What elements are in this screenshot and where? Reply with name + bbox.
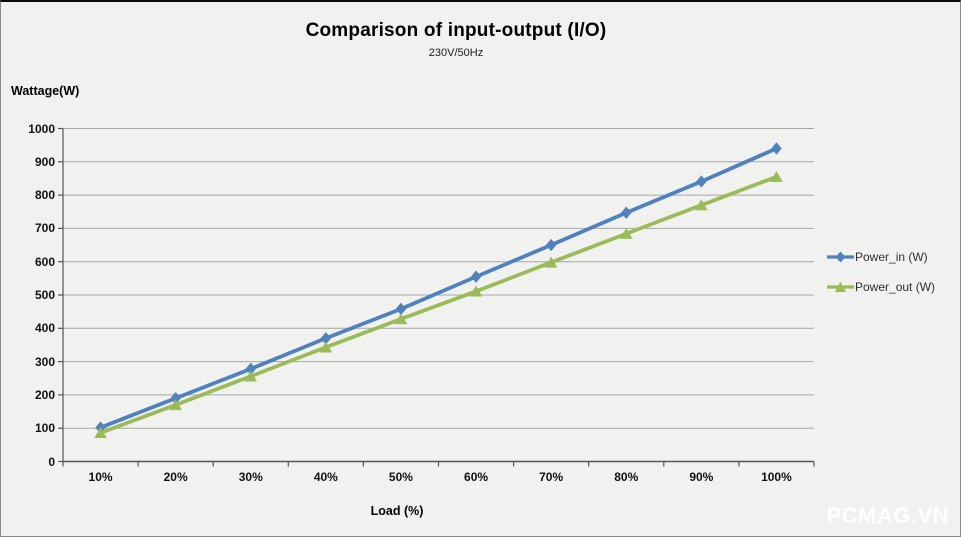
chart-subtitle: 230V/50Hz xyxy=(428,47,484,59)
x-axis-title: Load (%) xyxy=(370,504,424,518)
power-in-w-marker xyxy=(245,362,256,376)
x-tick-label: 50% xyxy=(388,470,413,484)
power-in-w-marker xyxy=(395,302,407,316)
power-in-w-marker xyxy=(696,175,707,188)
power-out-w-line xyxy=(99,175,778,435)
power-in-w-marker xyxy=(470,270,482,283)
x-tick-label: 90% xyxy=(689,470,714,484)
x-tick-label: 70% xyxy=(539,470,564,484)
y-tick-label: 900 xyxy=(34,154,55,169)
power-out-w-marker xyxy=(469,285,483,297)
watermark-logo: PCMAG.VN xyxy=(826,503,949,528)
power-in-w-marker xyxy=(320,332,332,345)
power-in-w-marker xyxy=(545,238,557,252)
y-tick-label: 0 xyxy=(48,454,55,469)
power-out-legend-swatch-icon xyxy=(827,281,854,292)
power-out-w-marker xyxy=(244,370,258,382)
legend-label-power-out: Power_out (W) xyxy=(855,280,936,294)
y-tick-label: 1000 xyxy=(28,121,55,136)
power-out-w-marker xyxy=(695,199,708,211)
x-tick-label: 80% xyxy=(614,470,639,484)
legend-item-power-out: Power_out (W) xyxy=(827,279,935,295)
x-tick-label: 30% xyxy=(238,470,263,484)
legend-label-power-in: Power_in (W) xyxy=(855,250,928,264)
power-in-legend-swatch-icon xyxy=(827,251,854,263)
y-tick-label: 400 xyxy=(34,321,55,336)
power-in-w-marker xyxy=(170,392,181,405)
power-in-w-marker xyxy=(621,206,632,219)
x-tick-label: 40% xyxy=(313,470,338,484)
power-out-w-marker xyxy=(544,256,558,268)
power-out-w-marker xyxy=(394,313,408,325)
y-tick-label: 600 xyxy=(34,254,55,269)
x-tick-label: 100% xyxy=(761,470,792,484)
x-tick-label: 20% xyxy=(163,470,188,484)
chart-title: Comparison of input-output (I/O) xyxy=(305,20,607,41)
y-axis-title: Wattage(W) xyxy=(11,84,80,98)
x-tick-label: 60% xyxy=(464,470,489,484)
y-tick-label: 300 xyxy=(34,354,55,369)
y-tick-label: 700 xyxy=(34,221,55,236)
x-tick-label: 10% xyxy=(88,470,113,484)
power-in-w-marker xyxy=(771,142,782,155)
y-tick-label: 200 xyxy=(34,387,55,402)
power-out-w-marker xyxy=(619,227,633,239)
power-in-w-line xyxy=(99,146,778,430)
y-tick-label: 500 xyxy=(34,288,55,302)
power-out-w-marker xyxy=(770,170,783,182)
power-out-w-marker xyxy=(94,427,107,439)
legend-item-power-in: Power_in (W) xyxy=(827,249,928,265)
y-tick-label: 800 xyxy=(34,188,55,203)
power-out-w-marker xyxy=(319,341,333,353)
y-tick-label: 100 xyxy=(34,421,55,436)
power-out-w-marker xyxy=(169,399,182,411)
